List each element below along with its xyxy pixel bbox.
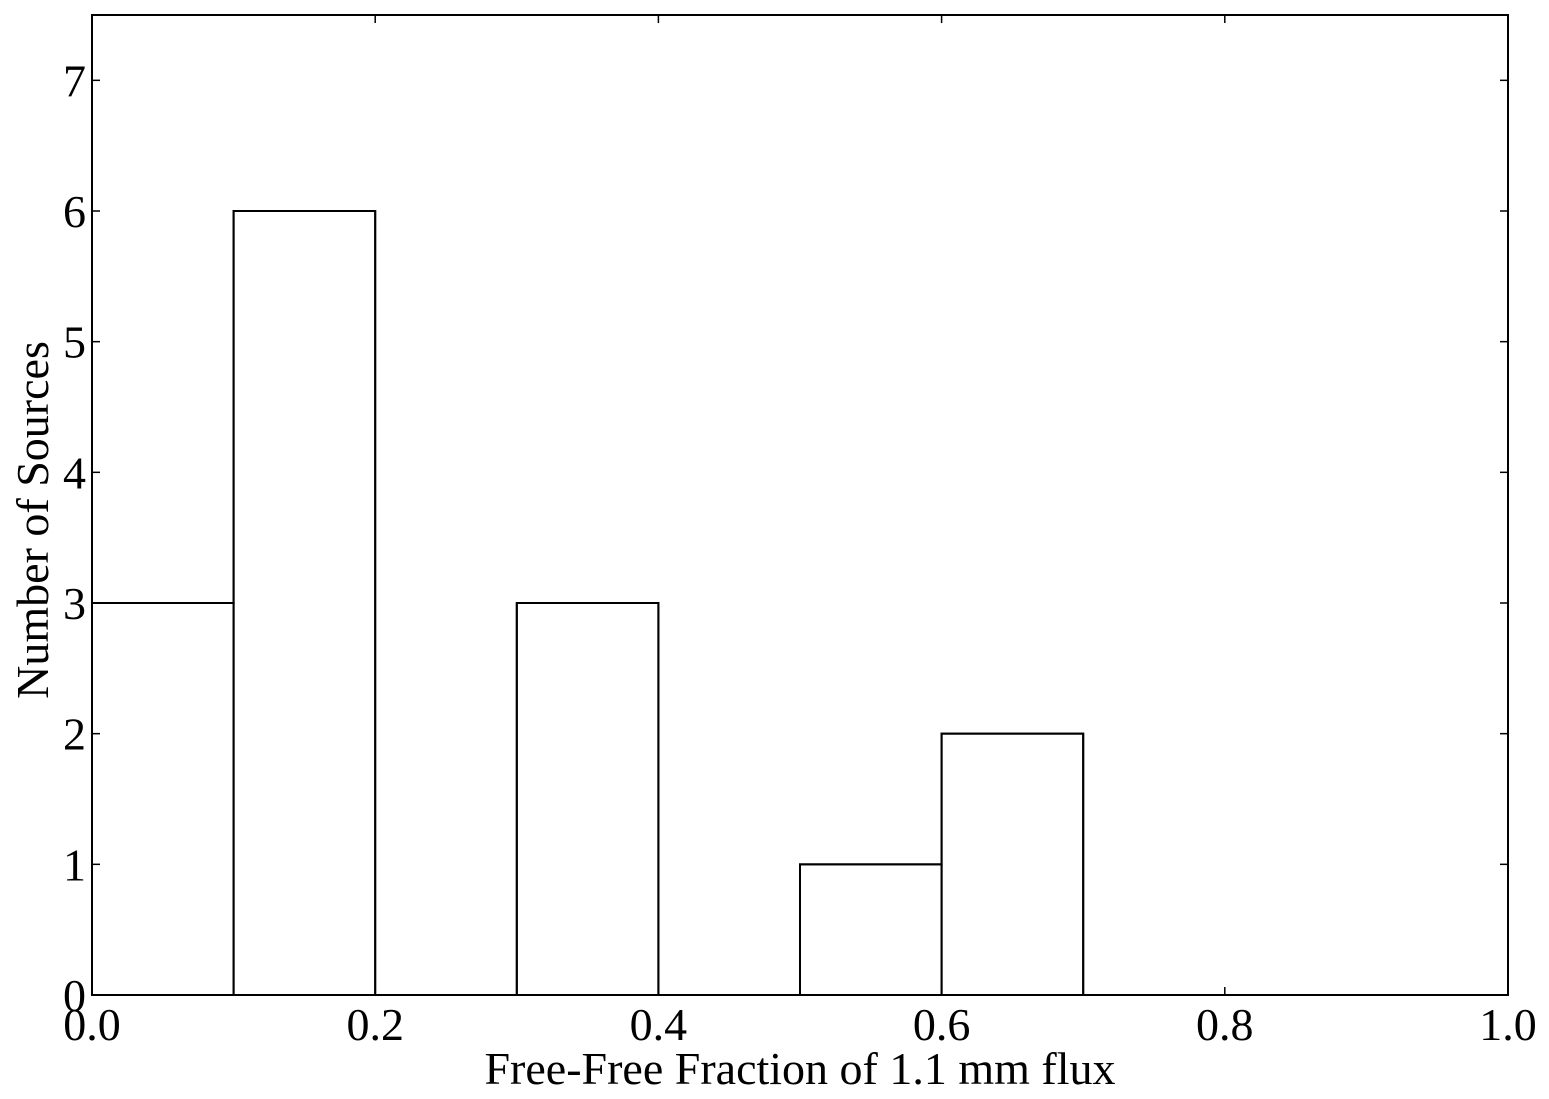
y-axis-label: Number of Sources: [7, 341, 58, 699]
histogram-bar: [232, 210, 377, 996]
histogram-bar: [91, 602, 235, 996]
y-tick-label: 6: [63, 186, 86, 237]
histogram-bars: [91, 210, 1508, 997]
y-tick-label: 4: [63, 447, 86, 498]
x-tick-labels: 0.0 0.2 0.4 0.6 0.8 1.0: [63, 999, 1537, 1050]
x-tick-label: 0.8: [1196, 999, 1254, 1050]
x-axis-label: Free-Free Fraction of 1.1 mm flux: [484, 1043, 1115, 1094]
y-tick-label: 3: [63, 578, 86, 629]
x-tick-label: 0.4: [630, 999, 688, 1050]
y-tick-labels: 0 1 2 3 4 5 6 7: [63, 55, 86, 1021]
x-tick-label: 0.6: [913, 999, 971, 1050]
y-tick-label: 1: [63, 839, 86, 890]
histogram-bar: [799, 863, 943, 996]
histogram-bar: [515, 602, 660, 996]
x-tick-label: 1.0: [1479, 999, 1537, 1050]
plot-frame: [91, 14, 1509, 996]
y-tick-label: 5: [63, 317, 86, 368]
y-tick-label: 0: [63, 970, 86, 1021]
ticks-layer: [91, 15, 1509, 996]
y-tick-label: 2: [63, 709, 86, 760]
x-tick-label: 0.0: [63, 999, 121, 1050]
y-tick-label: 7: [63, 55, 86, 106]
x-tick-label: 0.2: [346, 999, 404, 1050]
histogram-bar: [940, 732, 1085, 997]
